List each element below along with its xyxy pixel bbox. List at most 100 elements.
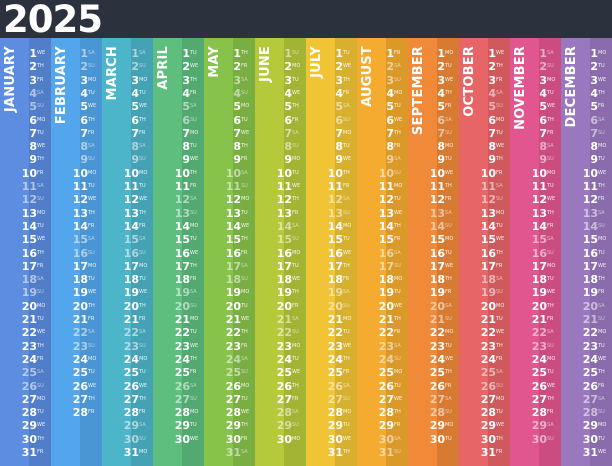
weekday-label: SU — [241, 276, 248, 283]
day-row: 16 SA — [357, 247, 408, 260]
day-row: 8 WE — [0, 140, 51, 153]
weekday-label: MO — [445, 329, 454, 336]
day-number: 22 — [531, 326, 547, 340]
weekday-label: SU — [292, 50, 299, 56]
day-row: 27 SU — [153, 393, 204, 406]
day-row: 25 TU — [510, 366, 561, 379]
weekday-label: SU — [394, 262, 401, 269]
day-row: 16 TU — [408, 247, 459, 260]
day-number: 31 — [582, 446, 598, 459]
day-row: 15 FR — [357, 233, 408, 246]
day-row: 23 TU — [561, 340, 612, 353]
day-row: 5 SA — [306, 100, 357, 113]
day-row: 19 SA — [306, 286, 357, 299]
weekday-label: FR — [343, 89, 350, 96]
day-number: 5 — [386, 100, 394, 114]
day-row: 8 SA — [51, 140, 102, 153]
weekday-label: MO — [88, 262, 97, 269]
weekday-label: TU — [343, 50, 350, 56]
day-row: 22 TU — [306, 326, 357, 339]
day-number: 6 — [437, 113, 445, 127]
weekday-label: WE — [394, 209, 403, 216]
day-number: 11 — [480, 180, 496, 193]
day-row: 21 FR — [102, 313, 153, 326]
day-row: 13 SU — [306, 207, 357, 220]
day-number: 11 — [429, 180, 445, 193]
day-row: 18 TU — [102, 273, 153, 286]
day-number: 2 — [335, 60, 343, 74]
day-number: 17 — [480, 259, 496, 273]
day-number: 14 — [378, 219, 394, 233]
weekday-label: WE — [394, 302, 403, 309]
day-row: 30 WE — [153, 433, 204, 446]
weekday-label: FR — [445, 382, 452, 389]
day-row: 28 FR — [51, 406, 102, 419]
weekday-label: WE — [88, 196, 97, 203]
day-number: 28 — [21, 406, 37, 420]
weekday-label: TU — [37, 316, 44, 322]
weekday-label: TU — [37, 222, 44, 229]
day-row: 8 TH — [204, 140, 255, 153]
weekday-label: TU — [547, 183, 554, 189]
day-row: 14 SU — [408, 220, 459, 233]
day-row: 18 WE — [255, 273, 306, 286]
day-row: 27 TH — [51, 393, 102, 406]
day-number: 21 — [429, 313, 445, 326]
day-number: 30 — [582, 432, 598, 446]
weekday-label: MO — [241, 196, 250, 203]
day-number: 5 — [29, 100, 37, 114]
day-number: 2 — [386, 60, 394, 74]
weekday-label: SU — [139, 63, 146, 70]
day-number: 13 — [480, 206, 496, 220]
weekday-label: FR — [496, 355, 503, 362]
day-row: 21 FR — [510, 313, 561, 326]
day-row: 5 FR — [408, 100, 459, 113]
weekday-label: WE — [292, 276, 301, 283]
day-number: 12 — [327, 193, 343, 207]
weekday-label: WE — [496, 329, 505, 336]
weekday-label: WE — [37, 236, 46, 243]
day-row: 29 TU — [153, 419, 204, 432]
day-number: 11 — [225, 180, 241, 193]
weekday-label: SU — [190, 209, 197, 216]
weekday-label: TH — [598, 276, 605, 283]
weekday-label: WE — [37, 143, 46, 150]
day-row: 24 MO — [510, 353, 561, 366]
day-row: 13 TH — [510, 207, 561, 220]
day-row: 4 MO — [357, 87, 408, 100]
day-number: 30 — [225, 432, 241, 446]
weekday-label: TH — [139, 116, 146, 123]
day-number: 14 — [327, 219, 343, 233]
day-row: 6 FR — [255, 114, 306, 127]
weekday-label: SA — [241, 449, 248, 455]
weekday-label: SA — [241, 262, 248, 269]
weekday-label: TU — [241, 395, 248, 402]
weekday-label: WE — [88, 289, 97, 296]
month-rail — [437, 38, 459, 466]
day-row: 24 WE — [561, 353, 612, 366]
weekday-label: MO — [394, 89, 403, 96]
day-number: 12 — [378, 193, 394, 207]
weekday-label: FR — [241, 249, 248, 256]
day-number: 26 — [123, 379, 139, 393]
day-number: 10 — [480, 166, 496, 180]
day-row: 30 SU — [102, 433, 153, 446]
day-number: 15 — [72, 233, 88, 247]
day-row: 8 TU — [306, 140, 357, 153]
weekday-label: TH — [292, 289, 299, 296]
day-row: 18 TH — [408, 273, 459, 286]
day-number: 1 — [335, 47, 343, 60]
day-number: 7 — [590, 126, 598, 140]
day-number: 31 — [327, 446, 343, 459]
weekday-label: TH — [496, 156, 503, 163]
weekday-label: SU — [547, 435, 554, 442]
weekday-label: TH — [241, 50, 248, 56]
weekday-label: TU — [292, 355, 299, 362]
day-number: 6 — [590, 113, 598, 127]
day-row: 4 TH — [561, 87, 612, 100]
day-number: 20 — [378, 299, 394, 313]
day-row: 20 TH — [51, 300, 102, 313]
day-number: 23 — [378, 339, 394, 353]
day-row: 17 MO — [51, 260, 102, 273]
day-row: 2 MO — [255, 60, 306, 73]
